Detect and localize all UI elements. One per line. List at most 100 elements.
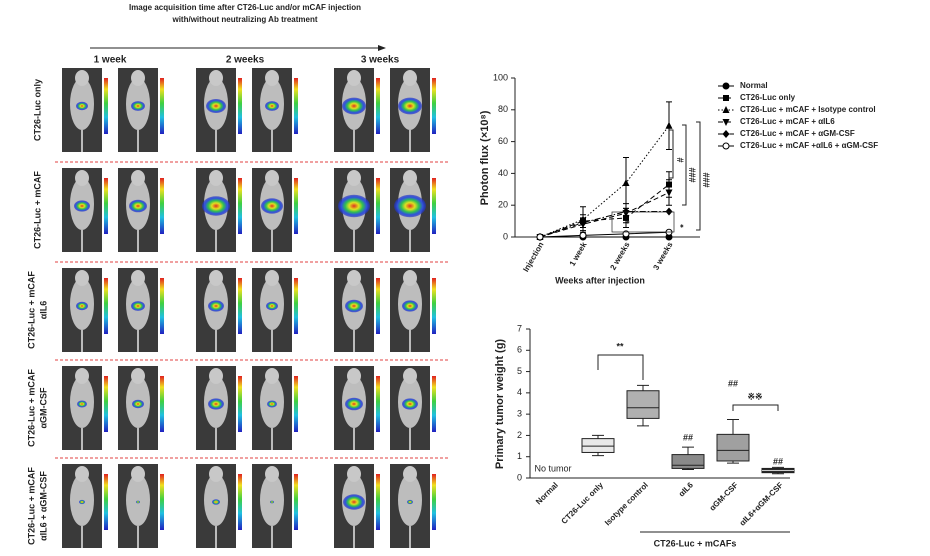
mouse-head xyxy=(131,70,145,86)
legend-label: CT26-Luc + mCAF +αIL6 + αGM-CSF xyxy=(740,141,878,150)
series-line xyxy=(539,192,670,238)
x-tick-label: Normal xyxy=(534,481,560,507)
legend-label: CT26-Luc + mCAF + αIL6 xyxy=(740,117,835,126)
row-label: αGM-CSF xyxy=(38,387,48,429)
whisker xyxy=(637,384,649,391)
legend-label: CT26-Luc only xyxy=(740,93,796,102)
point xyxy=(665,121,673,129)
color-bar xyxy=(432,474,436,530)
row-label: CT26-Luc + mCAF xyxy=(32,171,42,249)
signal xyxy=(342,97,366,115)
color-bar xyxy=(160,78,164,134)
x-tick-label: αGM-CSF xyxy=(708,480,740,512)
row-label: CT26-Luc only xyxy=(32,79,42,141)
mouse-head xyxy=(131,270,145,286)
mouse-head xyxy=(347,368,361,384)
mouse-head xyxy=(347,466,361,482)
point xyxy=(622,178,630,186)
mouse-head xyxy=(209,170,223,186)
x-axis-label: Weeks after injection xyxy=(555,275,645,285)
legend-label: CT26-Luc + mCAF + Isotype control xyxy=(740,105,876,114)
color-bar xyxy=(160,376,164,432)
annotation: No tumor xyxy=(534,463,571,473)
signal xyxy=(136,500,140,504)
bracket xyxy=(611,211,675,233)
signal xyxy=(407,499,413,505)
mouse-head xyxy=(265,170,279,186)
mouse-head xyxy=(209,368,223,384)
signal xyxy=(338,194,370,218)
annotation: * xyxy=(678,224,688,228)
mouse-head xyxy=(265,70,279,86)
signal xyxy=(261,198,283,214)
y-tick-label: 6 xyxy=(517,345,522,355)
point xyxy=(665,207,673,216)
y-tick-label: 4 xyxy=(517,387,522,397)
time-label: 1 week xyxy=(94,55,127,66)
color-bar xyxy=(104,78,108,134)
y-axis-label: Photon flux (×10⁸) xyxy=(479,110,491,205)
series-line xyxy=(539,125,670,238)
point xyxy=(722,106,730,113)
color-bar xyxy=(294,78,298,134)
point xyxy=(722,130,730,138)
box xyxy=(626,390,660,419)
bracket xyxy=(597,354,644,380)
point xyxy=(722,119,730,126)
signal xyxy=(74,200,90,212)
point xyxy=(722,82,730,90)
annotation: ## xyxy=(728,378,738,388)
signal xyxy=(267,400,277,408)
signal xyxy=(202,196,230,216)
mouse-head xyxy=(347,270,361,286)
x-tick-label: Injection xyxy=(521,240,545,273)
legend-label: Normal xyxy=(740,81,768,90)
color-bar xyxy=(294,376,298,432)
mouse-body xyxy=(260,474,284,526)
signal xyxy=(265,101,279,111)
row-label: CT26-Luc + mCAF xyxy=(26,271,36,349)
color-bar xyxy=(376,376,380,432)
color-bar xyxy=(160,474,164,530)
mouse-head xyxy=(265,466,279,482)
color-bar xyxy=(294,178,298,234)
whisker xyxy=(682,446,694,455)
signal xyxy=(398,97,422,115)
mouse-head xyxy=(403,270,417,286)
color-bar xyxy=(376,178,380,234)
signal xyxy=(345,397,363,411)
signal xyxy=(131,101,145,111)
signal xyxy=(394,194,426,218)
point xyxy=(722,142,730,150)
y-tick-label: 1 xyxy=(517,451,522,461)
mouse-head xyxy=(347,70,361,86)
annotation: ### xyxy=(687,167,697,182)
signal xyxy=(129,199,147,213)
annotation: ※※ xyxy=(747,391,762,401)
signal xyxy=(402,398,418,410)
mouse-head xyxy=(403,368,417,384)
whisker xyxy=(727,418,739,435)
color-bar xyxy=(432,178,436,234)
signal xyxy=(402,300,418,312)
mouse-head xyxy=(131,368,145,384)
color-bar xyxy=(238,78,242,134)
y-tick-label: 5 xyxy=(517,366,522,376)
annotation: ** xyxy=(616,341,624,351)
mouse-head xyxy=(403,170,417,186)
whisker xyxy=(592,434,604,439)
mouse-head xyxy=(75,270,89,286)
bracket xyxy=(682,124,687,206)
y-tick-label: 100 xyxy=(493,72,508,82)
signal xyxy=(132,399,144,409)
x-tick-label: 3 weeks xyxy=(651,240,674,272)
legend-label: CT26-Luc + mCAF + αGM-CSF xyxy=(740,129,855,138)
signal xyxy=(266,301,278,311)
color-bar xyxy=(294,278,298,334)
color-bar xyxy=(376,474,380,530)
y-tick-label: 80 xyxy=(498,104,508,114)
mouse-head xyxy=(265,368,279,384)
mouse-head xyxy=(403,70,417,86)
mouse-head xyxy=(209,270,223,286)
mouse-head xyxy=(75,70,89,86)
